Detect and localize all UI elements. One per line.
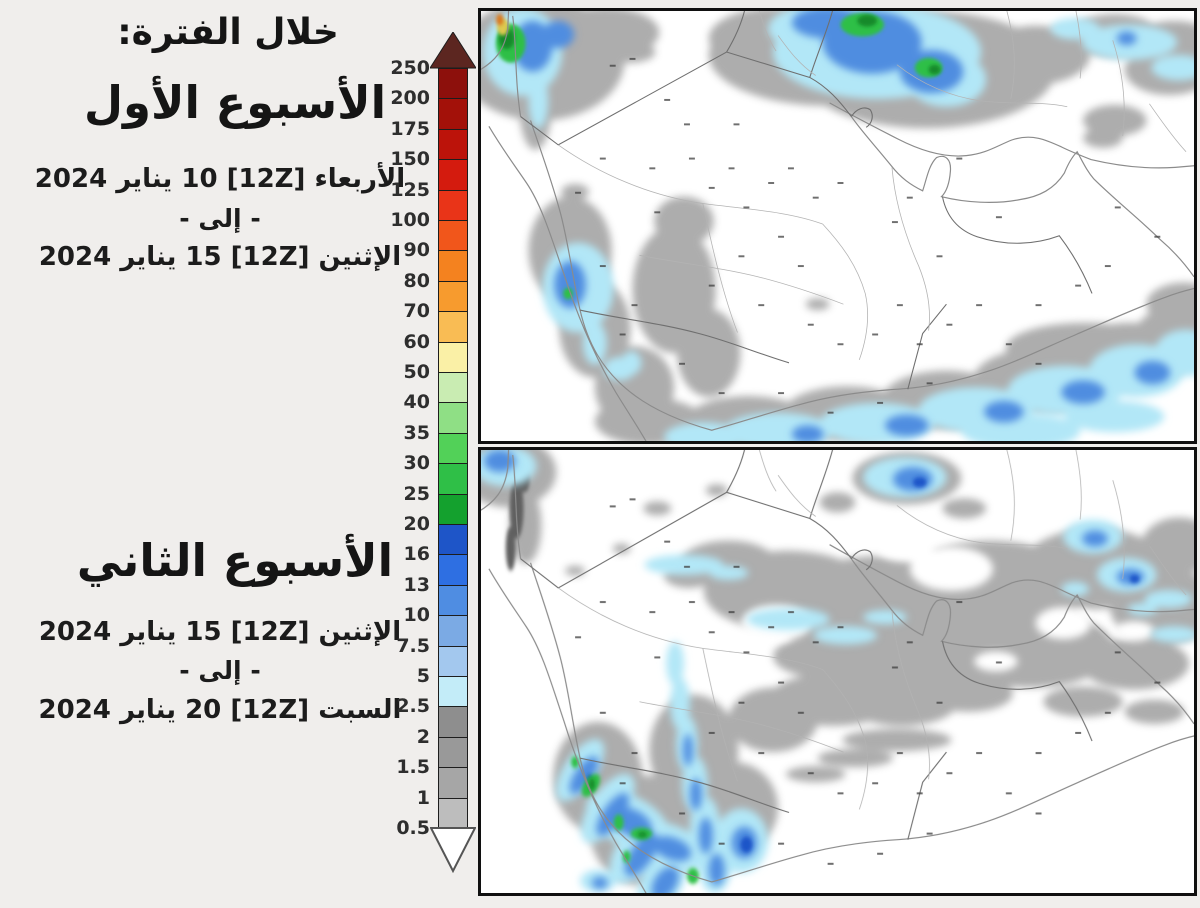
week2-to-date: السبت [12Z] 20 يناير 2024 bbox=[38, 695, 402, 725]
colorbar-segment bbox=[438, 736, 468, 769]
colorbar-segment bbox=[438, 615, 468, 647]
colorbar-tick-label: 2 bbox=[416, 725, 430, 748]
colorbar-tick-label: 200 bbox=[390, 87, 430, 110]
colorbar-segment bbox=[438, 432, 468, 465]
week2-strong-blue-layer bbox=[585, 477, 1140, 853]
colorbar-segment bbox=[438, 250, 468, 282]
week1-dark-green-precip-layer bbox=[498, 14, 941, 75]
precipitation-map-week1 bbox=[478, 8, 1197, 444]
colorbar-segment bbox=[438, 797, 468, 829]
colorbar-segment bbox=[438, 554, 468, 586]
colorbar-tick-label: 50 bbox=[403, 361, 430, 383]
colorbar-tick-label: 1.5 bbox=[396, 756, 430, 779]
colorbar-tick-label: 10 bbox=[403, 604, 430, 627]
week2-title: الأسبوع الثاني bbox=[76, 534, 394, 587]
colorbar-tick-label: 13 bbox=[403, 573, 430, 596]
colorbar-segment bbox=[438, 280, 468, 313]
colorbar-arrow-down-icon bbox=[430, 827, 476, 873]
colorbar-tick-label: 90 bbox=[403, 239, 430, 262]
week1-map-canvas bbox=[481, 11, 1194, 441]
precipitation-colorbar: 250 200 175 150 125 100 90 80 70 60 50 40 35 30 25 20 16… bbox=[368, 30, 478, 882]
colorbar-tick-label: 35 bbox=[403, 421, 430, 444]
week1-heavy-core-layer bbox=[495, 13, 509, 36]
colorbar-segment bbox=[438, 98, 468, 130]
period-title: خلال الفترة: bbox=[117, 12, 339, 53]
colorbar-tick-label: 2.5 bbox=[396, 695, 430, 718]
colorbar-tick-label: 150 bbox=[390, 148, 430, 171]
colorbar-segment bbox=[438, 493, 468, 525]
colorbar-tick-label: 80 bbox=[403, 269, 430, 292]
colorbar-segment bbox=[438, 463, 468, 495]
week1-to-separator: - إلى - bbox=[179, 204, 261, 233]
week2-dark-green-layer bbox=[588, 778, 648, 838]
week2-from-date: الإثنين [12Z] 15 يناير 2024 bbox=[38, 617, 402, 647]
colorbar-tick-label: 70 bbox=[403, 300, 430, 323]
colorbar-segment bbox=[438, 676, 468, 708]
colorbar-segment bbox=[438, 706, 468, 738]
colorbar-tick-label: 40 bbox=[403, 391, 430, 414]
colorbar-tick-label: 60 bbox=[403, 330, 430, 353]
colorbar-segment bbox=[438, 372, 468, 404]
colorbar-tick-label: 5 bbox=[416, 665, 430, 687]
colorbar-tick-label: 30 bbox=[403, 452, 430, 475]
colorbar-segment bbox=[438, 402, 468, 434]
week2-map-canvas bbox=[481, 450, 1194, 893]
colorbar-segment bbox=[438, 159, 468, 191]
colorbar-segment bbox=[438, 220, 468, 252]
colorbar-segment bbox=[438, 68, 468, 100]
colorbar-tick-label: 125 bbox=[390, 178, 430, 201]
colorbar-segment bbox=[438, 584, 468, 617]
week1-title: الأسبوع الأول bbox=[83, 76, 387, 129]
colorbar-tick-label: 7.5 bbox=[396, 634, 430, 657]
colorbar-segment bbox=[438, 767, 468, 799]
colorbar-arrow-up-icon bbox=[430, 32, 476, 69]
colorbar-segment bbox=[438, 189, 468, 221]
colorbar-segment bbox=[438, 128, 468, 161]
colorbar-tick-label: 20 bbox=[403, 513, 430, 535]
colorbar-segment bbox=[438, 645, 468, 677]
colorbar-tick-label: 16 bbox=[403, 543, 430, 566]
colorbar-tick-label: 25 bbox=[403, 482, 430, 505]
week2-dry-holes-layer bbox=[741, 535, 1155, 672]
week1-from-date: الأربعاء [12Z] 10 يناير 2024 bbox=[34, 164, 406, 194]
colorbar-segment bbox=[438, 524, 468, 556]
colorbar-segment bbox=[438, 341, 468, 373]
precipitation-map-week2 bbox=[478, 447, 1197, 896]
colorbar-tick-label: 175 bbox=[390, 117, 430, 140]
week2-to-separator: - إلى - bbox=[179, 656, 261, 685]
colorbar-tick-label: 0.5 bbox=[396, 817, 430, 839]
colorbar-tick-label: 250 bbox=[390, 57, 430, 79]
week1-to-date: الإثنين [12Z] 15 يناير 2024 bbox=[38, 242, 402, 272]
colorbar-tick-label: 1 bbox=[416, 786, 430, 809]
colorbar-tick-label: 100 bbox=[390, 209, 430, 231]
colorbar-segment bbox=[438, 311, 468, 343]
